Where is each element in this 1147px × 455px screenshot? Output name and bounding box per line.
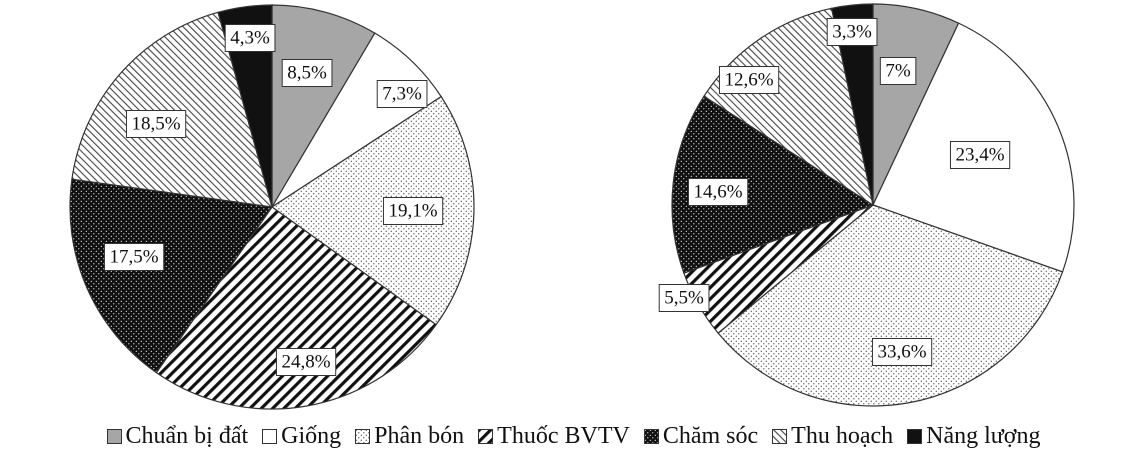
pie-data-label-text: 5,5% [664,288,704,309]
pie-data-label-box [376,80,428,108]
pie-data-label-box [382,197,444,225]
legend-swatch-diagonal-light-icon [772,429,788,444]
legend-item-thu-hoach: Thu hoạch [772,423,893,450]
legend-label: Chuẩn bị đất [125,423,249,449]
legend-item-giong: Giống [262,423,341,450]
legend-label: Chăm sóc [662,423,759,449]
pie-data-label-text: 7,3% [382,84,422,105]
pie-slice [830,3,874,206]
pie-data-label-box [125,110,187,138]
pie-data-label-text: 3,3% [832,22,872,43]
pie-data-label: 33,6% [871,338,933,366]
pie-data-label-box [949,141,1011,169]
legend-item-chuan-bi-dat: Chuẩn bị đất [106,423,249,450]
pie-data-label: 23,4% [949,141,1011,169]
pie-data-label-text: 18,5% [131,114,180,135]
legend-swatch-black-dots-icon [643,429,659,444]
legend-swatch-white-icon [262,429,278,444]
legend-swatch-dots-icon [355,429,371,444]
pie-data-label-text: 14,6% [693,182,742,203]
pie-slice [703,7,874,207]
pie-data-label: 7,3% [376,80,428,108]
pie-data-label-box [879,57,917,85]
pie-slice [71,11,273,208]
pie-slice [217,4,273,208]
legend-label: Phân bón [374,423,465,449]
pie-data-label: 18,5% [125,110,187,138]
pie-data-label-text: 24,8% [281,352,330,373]
pie-data-label-box [103,243,165,271]
legend-label: Thu hoạch [791,423,894,449]
pie-data-label: 24,8% [275,348,337,376]
legend: Chuẩn bị đất Giống Phân bón Thuốc BVTV C… [0,418,1147,455]
legend-swatch-black-icon [907,429,923,444]
pie-data-label: 4,3% [224,24,276,52]
pie-slice [69,178,274,374]
legend-label: Thuốc BVTV [497,423,630,449]
legend-item-cham-soc: Chăm sóc [643,423,759,450]
pie-data-label: 8,5% [281,59,333,87]
pie-slice [671,95,875,274]
pie-data-label-box [224,24,276,52]
pie-data-label: 3,3% [826,18,878,46]
pie-data-label-text: 33,6% [877,342,926,363]
legend-item-phan-bon: Phân bón [355,423,464,450]
pie-data-label-box [826,18,878,46]
pie-slice [717,204,1064,407]
pie-charts: 8,5% 7,3% 19,1% 24,8% 17,5% 18,5% 4,3% 7% 23,4%… [69,3,1075,410]
pie-data-label: 5,5% [658,284,710,312]
pie-chart-right: 7% 23,4% 33,6% 5,5% 14,6% 12,6% 3,3% [658,3,1075,407]
pie-data-label: 17,5% [103,243,165,271]
pie-data-label-box [687,178,749,206]
legend-item-nang-luong: Năng lượng [907,423,1040,450]
pie-data-label-text: 19,1% [388,201,437,222]
pie-data-label-box [658,284,710,312]
legend-swatch-gray-icon [106,429,122,444]
legend-label: Giống [281,423,342,449]
pie-data-label-box [718,66,780,94]
pie-data-label: 19,1% [382,197,444,225]
legend-label: Năng lượng [926,423,1041,449]
pie-data-label-text: 17,5% [109,247,158,268]
pie-data-label: 14,6% [687,178,749,206]
pie-data-label: 12,6% [718,66,780,94]
pie-data-label-text: 12,6% [724,70,773,91]
pie-slice [155,206,438,410]
pie-slice [270,95,475,326]
pie-data-label-text: 8,5% [287,63,327,84]
pie-data-label-text: 4,3% [230,28,270,49]
pie-chart-left: 8,5% 7,3% 19,1% 24,8% 17,5% 18,5% 4,3% [69,4,475,410]
legend-swatch-diagonal-dense-icon [478,429,494,444]
pie-data-label-text: 23,4% [955,145,1004,166]
pie-data-label: 7% [879,57,917,85]
pie-data-label-box [871,338,933,366]
pie-data-label-text: 7% [885,61,911,82]
legend-item-thuoc-bvtv: Thuốc BVTV [478,423,630,450]
pie-slice [271,4,376,210]
pie-data-label-box [281,59,333,87]
pie-data-label-box [275,348,337,376]
